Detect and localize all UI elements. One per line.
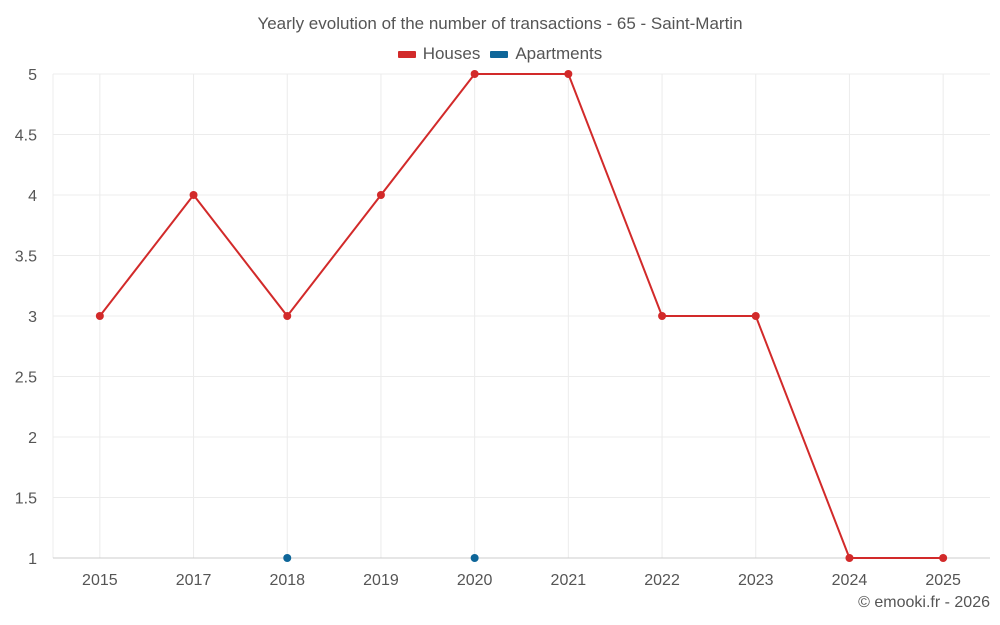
data-point-apartments[interactable]: [470, 554, 479, 562]
legend-item-houses[interactable]: Houses: [397, 44, 481, 64]
grid-layer: [53, 73, 990, 558]
y-tick-label: 2.5: [15, 370, 37, 387]
data-point-houses[interactable]: [564, 70, 573, 78]
y-tick-label: 1.5: [15, 491, 37, 508]
data-point-houses[interactable]: [845, 554, 854, 562]
legend-label-apartments: Apartments: [515, 44, 603, 63]
y-tick-label: 3: [28, 309, 37, 326]
x-tick-label: 2021: [551, 572, 587, 589]
x-tick-label: 2024: [832, 572, 868, 589]
data-point-houses[interactable]: [751, 312, 760, 320]
x-tick-label: 2025: [925, 572, 961, 589]
x-tick-label: 2022: [644, 572, 680, 589]
data-point-houses[interactable]: [95, 312, 104, 320]
legend-item-apartments[interactable]: Apartments: [490, 44, 602, 64]
y-tick-label: 2: [28, 430, 37, 447]
x-tick-label: 2020: [457, 572, 493, 589]
data-point-apartments[interactable]: [283, 554, 292, 562]
x-tick-label: 2018: [269, 572, 305, 589]
series-line-houses: [99, 73, 944, 559]
data-point-houses[interactable]: [658, 312, 667, 320]
data-point-houses[interactable]: [939, 554, 948, 562]
chart-title: Yearly evolution of the number of transa…: [257, 14, 743, 33]
legend-swatch-apartments: [490, 50, 509, 58]
data-point-houses[interactable]: [189, 191, 198, 199]
legend: Houses Apartments: [0, 44, 1000, 64]
y-tick-label: 5: [28, 67, 37, 84]
data-point-houses[interactable]: [470, 70, 479, 78]
series-layer: [95, 70, 948, 562]
x-tick-label: 2015: [82, 572, 118, 589]
data-point-houses[interactable]: [376, 191, 385, 199]
x-tick-label: 2023: [738, 572, 774, 589]
y-tick-label: 4: [28, 188, 37, 205]
x-tick-label: 2019: [363, 572, 399, 589]
axis-layer: [52, 74, 990, 559]
label-layer: 1 1.5 2 2.5 3 3.5 4 4.5 5 2015 2017 2018 2019 2020 202…: [15, 67, 961, 589]
x-tick-label: 2017: [176, 572, 212, 589]
y-tick-label: 4.5: [15, 128, 37, 145]
legend-label-houses: Houses: [422, 44, 481, 63]
credit-text: © emooki.fr - 2026: [858, 594, 990, 611]
y-tick-label: 3.5: [15, 249, 37, 266]
legend-swatch-houses: [397, 50, 416, 58]
data-point-houses[interactable]: [283, 312, 292, 320]
y-tick-label: 1: [28, 551, 37, 568]
